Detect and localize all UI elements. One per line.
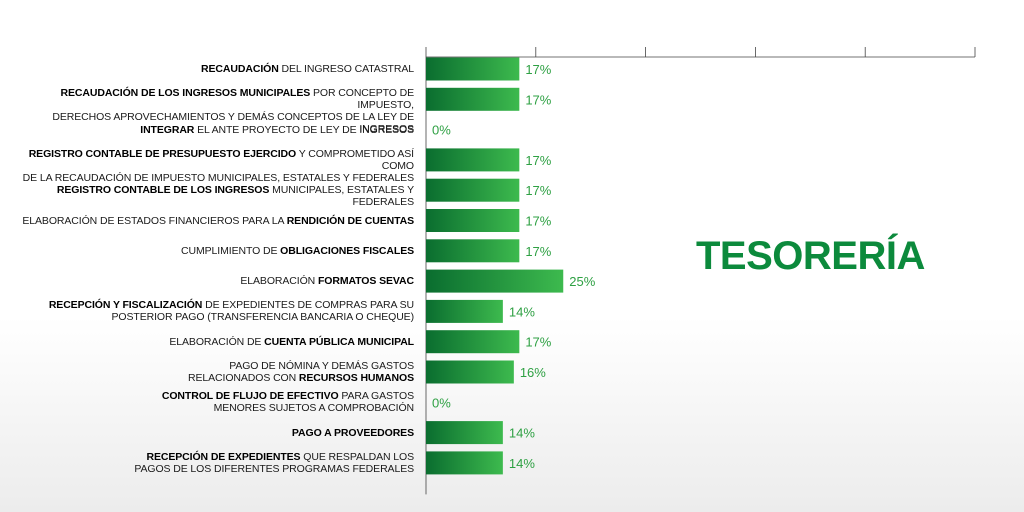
category-label-text: PAGO DE NÓMINA Y DEMÁS GASTOS RELACIONAD…	[188, 360, 414, 384]
bar-value-label: 0%	[432, 395, 451, 410]
category-label: RECEPCIÓN DE EXPEDIENTES QUE RESPALDAN L…	[14, 451, 414, 475]
category-label: REGISTRO CONTABLE DE PRESUPUESTO EJERCID…	[14, 148, 414, 184]
category-label: RECEPCIÓN Y FISCALIZACIÓN DE EXPEDIENTES…	[14, 299, 414, 323]
category-label: RECAUDACIÓN DEL INGRESO CATASTRAL	[14, 63, 414, 75]
bar	[426, 269, 564, 293]
category-label-text: CUMPLIMIENTO DE	[181, 244, 281, 257]
bar-value-label: 17%	[525, 62, 551, 77]
category-label-bold: RECAUDACIÓN DE LOS INGRESOS MUNICIPALES	[60, 87, 311, 100]
category-label: ELABORACIÓN DE ESTADOS FINANCIEROS PARA …	[14, 215, 414, 227]
category-label-bold: PAGO A PROVEEDORES	[291, 426, 414, 439]
category-label-text: DE EXPEDIENTES DE COMPRAS PARA SU POSTER…	[111, 299, 415, 324]
category-label: PAGO DE NÓMINA Y DEMÁS GASTOS RELACIONAD…	[14, 360, 414, 384]
category-label-text: PARA GASTOS MENORES SUJETOS A COMPROBACI…	[213, 390, 415, 415]
category-label-bold: INTEGRAR	[140, 123, 195, 136]
bar-value-label: 17%	[525, 92, 551, 107]
category-label: ELABORACIÓN FORMATOS SEVAC	[14, 275, 414, 287]
bar-value-label: 25%	[569, 274, 595, 289]
bar	[426, 239, 520, 263]
bar-value-label: 17%	[525, 335, 551, 350]
category-label-text: QUE RESPALDAN LOS PAGOS DE LOS DIFERENTE…	[134, 450, 414, 475]
category-label-bold: FORMATOS SEVAC	[317, 275, 414, 288]
category-label-bold: RENDICIÓN DE CUENTAS	[286, 214, 414, 227]
bar-value-label: 14%	[509, 304, 535, 319]
category-label: INTEGRAR EL ANTE PROYECTO DE LEY DE INGR…	[14, 124, 414, 136]
chart-title: TESORERÍA	[696, 234, 925, 278]
category-label-bold: RECEPCIÓN Y FISCALIZACIÓN	[48, 299, 203, 312]
category-label-bold: REGISTRO CONTABLE DE LOS INGRESOS	[56, 184, 270, 197]
category-label-text: MUNICIPALES, ESTATALES Y FEDERALES	[269, 184, 414, 209]
bar	[426, 178, 520, 202]
category-label: CUMPLIMIENTO DE OBLIGACIONES FISCALES	[14, 245, 414, 257]
bar-value-label: 17%	[525, 214, 551, 229]
bar-value-label: 14%	[509, 456, 535, 471]
bar	[426, 87, 520, 111]
bar	[426, 57, 520, 81]
category-label-bold: CUENTA PÚBLICA MUNICIPAL	[264, 335, 414, 348]
bar	[426, 209, 520, 232]
category-label: ELABORACIÓN DE CUENTA PÚBLICA MUNICIPAL	[14, 336, 414, 348]
category-label-text: ELABORACIÓN	[240, 275, 318, 288]
bar	[426, 360, 514, 384]
category-label-text: POR CONCEPTO DE IMPUESTO, DERECHOS APROV…	[52, 87, 414, 136]
bar	[426, 421, 503, 445]
category-label: RECAUDACIÓN DE LOS INGRESOS MUNICIPALES …	[14, 87, 414, 135]
bar-value-label: 17%	[525, 244, 551, 259]
bar-value-label: 0%	[432, 123, 451, 138]
bar-value-label: 17%	[525, 183, 551, 198]
bar	[426, 148, 520, 172]
bar	[426, 299, 503, 323]
category-label-bold: RECEPCIÓN DE EXPEDIENTES	[146, 450, 301, 463]
category-label-bold: RECURSOS HUMANOS	[298, 372, 414, 384]
bar-value-label: 16%	[520, 365, 546, 380]
category-label: CONTROL DE FLUJO DE EFECTIVO PARA GASTOS…	[14, 390, 414, 414]
category-label-text: Y COMPROMETIDO ASÍ COMO DE LA RECAUDACIÓ…	[22, 147, 414, 184]
category-label-text: EL ANTE PROYECTO DE LEY DE INGRESOS	[194, 123, 414, 136]
bar	[426, 451, 503, 475]
category-label-text: ELABORACIÓN DE	[169, 335, 265, 348]
category-label: REGISTRO CONTABLE DE LOS INGRESOS MUNICI…	[14, 184, 414, 208]
category-label: PAGO A PROVEEDORES	[14, 427, 414, 439]
category-label-bold: REGISTRO CONTABLE DE PRESUPUESTO EJERCID…	[28, 147, 297, 160]
category-label-text: DEL INGRESO CATASTRAL	[278, 63, 415, 75]
category-label-text: ELABORACIÓN DE ESTADOS FINANCIEROS PARA …	[22, 214, 287, 227]
category-label-bold: CONTROL DE FLUJO DE EFECTIVO	[161, 390, 339, 403]
bar-value-label: 17%	[525, 153, 551, 168]
category-label-bold: OBLIGACIONES FISCALES	[280, 244, 414, 257]
category-label-bold: RECAUDACIÓN	[201, 63, 279, 75]
bar-value-label: 14%	[509, 426, 535, 441]
bar	[426, 330, 520, 354]
